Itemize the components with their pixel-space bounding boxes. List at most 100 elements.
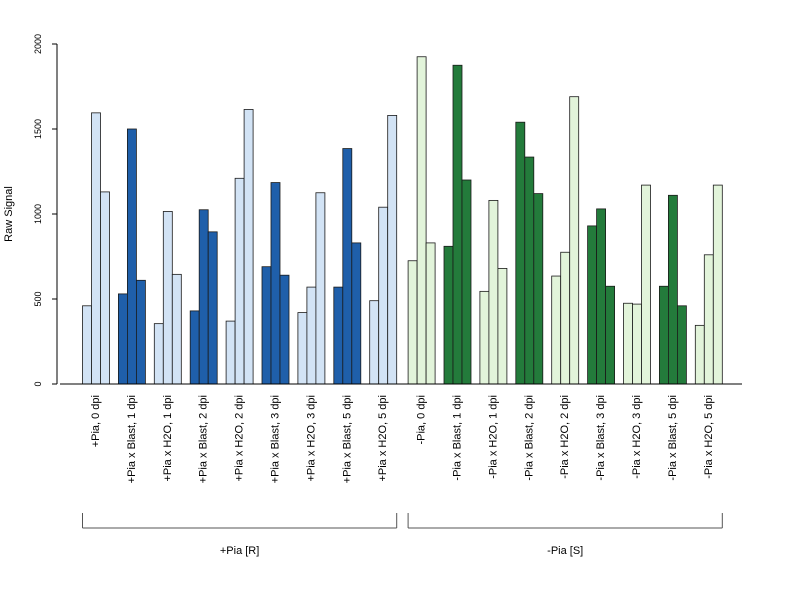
bar: [279, 274, 290, 385]
x-tick-label: +Pia, 0 dpi: [90, 395, 102, 447]
bar: [515, 121, 526, 385]
bar-group: [587, 208, 615, 385]
bar-group: [82, 112, 110, 385]
bar: [425, 242, 436, 385]
bar-group: [118, 128, 146, 385]
bar: [315, 192, 326, 385]
x-tick-label: +Pia x H2O, 1 dpi: [162, 395, 174, 482]
bar: [333, 286, 344, 385]
bar: [243, 109, 254, 385]
x-tick-label: +Pia x Blast, 1 dpi: [126, 395, 138, 483]
bar: [712, 184, 723, 385]
x-tick-label: -Pia x H2O, 5 dpi: [703, 395, 715, 479]
bar: [127, 128, 137, 385]
x-tick-labels: +Pia, 0 dpi +Pia x Blast, 1 dpi +Pia x H2O…: [90, 395, 715, 483]
x-tick-label: -Pia, 0 dpi: [416, 395, 428, 445]
x-tick-label: -Pia x Blast, 3 dpi: [595, 395, 607, 481]
bar: [452, 64, 463, 385]
bar: [387, 115, 398, 385]
section-label: -Pia [S]: [547, 545, 583, 557]
y-tick-label: 2000: [33, 34, 43, 54]
bar: [342, 148, 353, 385]
bar-group: [659, 194, 687, 385]
bar: [135, 279, 146, 385]
bar: [694, 324, 705, 385]
bar: [351, 242, 362, 385]
bar: [297, 312, 308, 385]
bar-group: [407, 56, 436, 385]
bar: [118, 293, 128, 385]
bar: [668, 194, 678, 385]
bar: [632, 303, 642, 385]
x-tick-label: -Pia x Blast, 1 dpi: [452, 395, 464, 481]
bar: [551, 275, 562, 385]
bar: [407, 260, 418, 385]
x-tick-label: +Pia x Blast, 3 dpi: [270, 395, 282, 483]
bar: [270, 182, 281, 385]
x-tick-label: +Pia x Blast, 5 dpi: [341, 395, 353, 483]
y-tick-label: 1000: [33, 204, 43, 224]
bar-group: [623, 184, 651, 385]
x-tick-label: +Pia x H2O, 2 dpi: [234, 395, 246, 482]
bar: [306, 286, 317, 385]
y-tick-label: 0: [33, 381, 43, 386]
bar: [560, 251, 571, 385]
bar-group: [479, 199, 508, 385]
bar: [659, 285, 669, 385]
bar: [378, 206, 389, 385]
bar-group: [333, 148, 362, 385]
bar: [479, 290, 490, 385]
bar: [533, 193, 544, 385]
bar: [100, 191, 110, 385]
x-tick-label: -Pia x H2O, 1 dpi: [487, 395, 499, 479]
bar: [225, 320, 236, 385]
bar: [605, 285, 615, 385]
y-axis: 0 500 1000 1500 2000: [33, 34, 58, 387]
bar-group: [225, 109, 254, 385]
x-tick-label: -Pia x H2O, 3 dpi: [631, 395, 643, 479]
bar: [91, 112, 101, 385]
x-tick-label: +Pia x H2O, 5 dpi: [377, 395, 389, 482]
bar: [488, 199, 499, 385]
bar-group: [297, 192, 326, 385]
bar: [569, 96, 580, 385]
bar-group: [694, 184, 723, 385]
x-tick-label: -Pia x Blast, 2 dpi: [523, 395, 535, 481]
bar: [703, 254, 714, 385]
bar-group: [369, 115, 398, 385]
bar: [261, 266, 272, 385]
bar: [162, 211, 173, 385]
bar: [416, 56, 427, 385]
bar: [443, 245, 454, 385]
bar-group: [153, 211, 182, 385]
bar: [369, 300, 380, 385]
x-tick-label: +Pia x H2O, 3 dpi: [305, 395, 317, 482]
bar-group: [261, 182, 290, 385]
x-tick-label: +Pia x Blast, 2 dpi: [198, 395, 210, 483]
y-tick-label: 500: [33, 291, 43, 306]
bar: [497, 267, 508, 385]
bar: [82, 305, 92, 385]
bar: [171, 273, 182, 385]
bar: [461, 179, 472, 385]
section-label: +Pia [R]: [220, 545, 259, 557]
bar: [234, 177, 245, 385]
bar: [677, 305, 687, 385]
group-brackets: +Pia [R] -Pia [S]: [82, 513, 723, 557]
bar: [198, 209, 209, 385]
bar: [524, 156, 535, 385]
bar-group: [443, 64, 472, 385]
bar-group: [189, 209, 218, 385]
bar: [623, 302, 633, 385]
bar: [587, 225, 597, 385]
y-axis-label: Raw Signal: [3, 186, 15, 242]
bar: [153, 323, 164, 385]
y-tick-label: 1500: [33, 119, 43, 139]
bar: [189, 310, 200, 385]
x-tick-label: -Pia x Blast, 5 dpi: [667, 395, 679, 481]
bar: [207, 231, 218, 385]
x-tick-label: -Pia x H2O, 2 dpi: [559, 395, 571, 479]
bar-group: [515, 121, 544, 385]
